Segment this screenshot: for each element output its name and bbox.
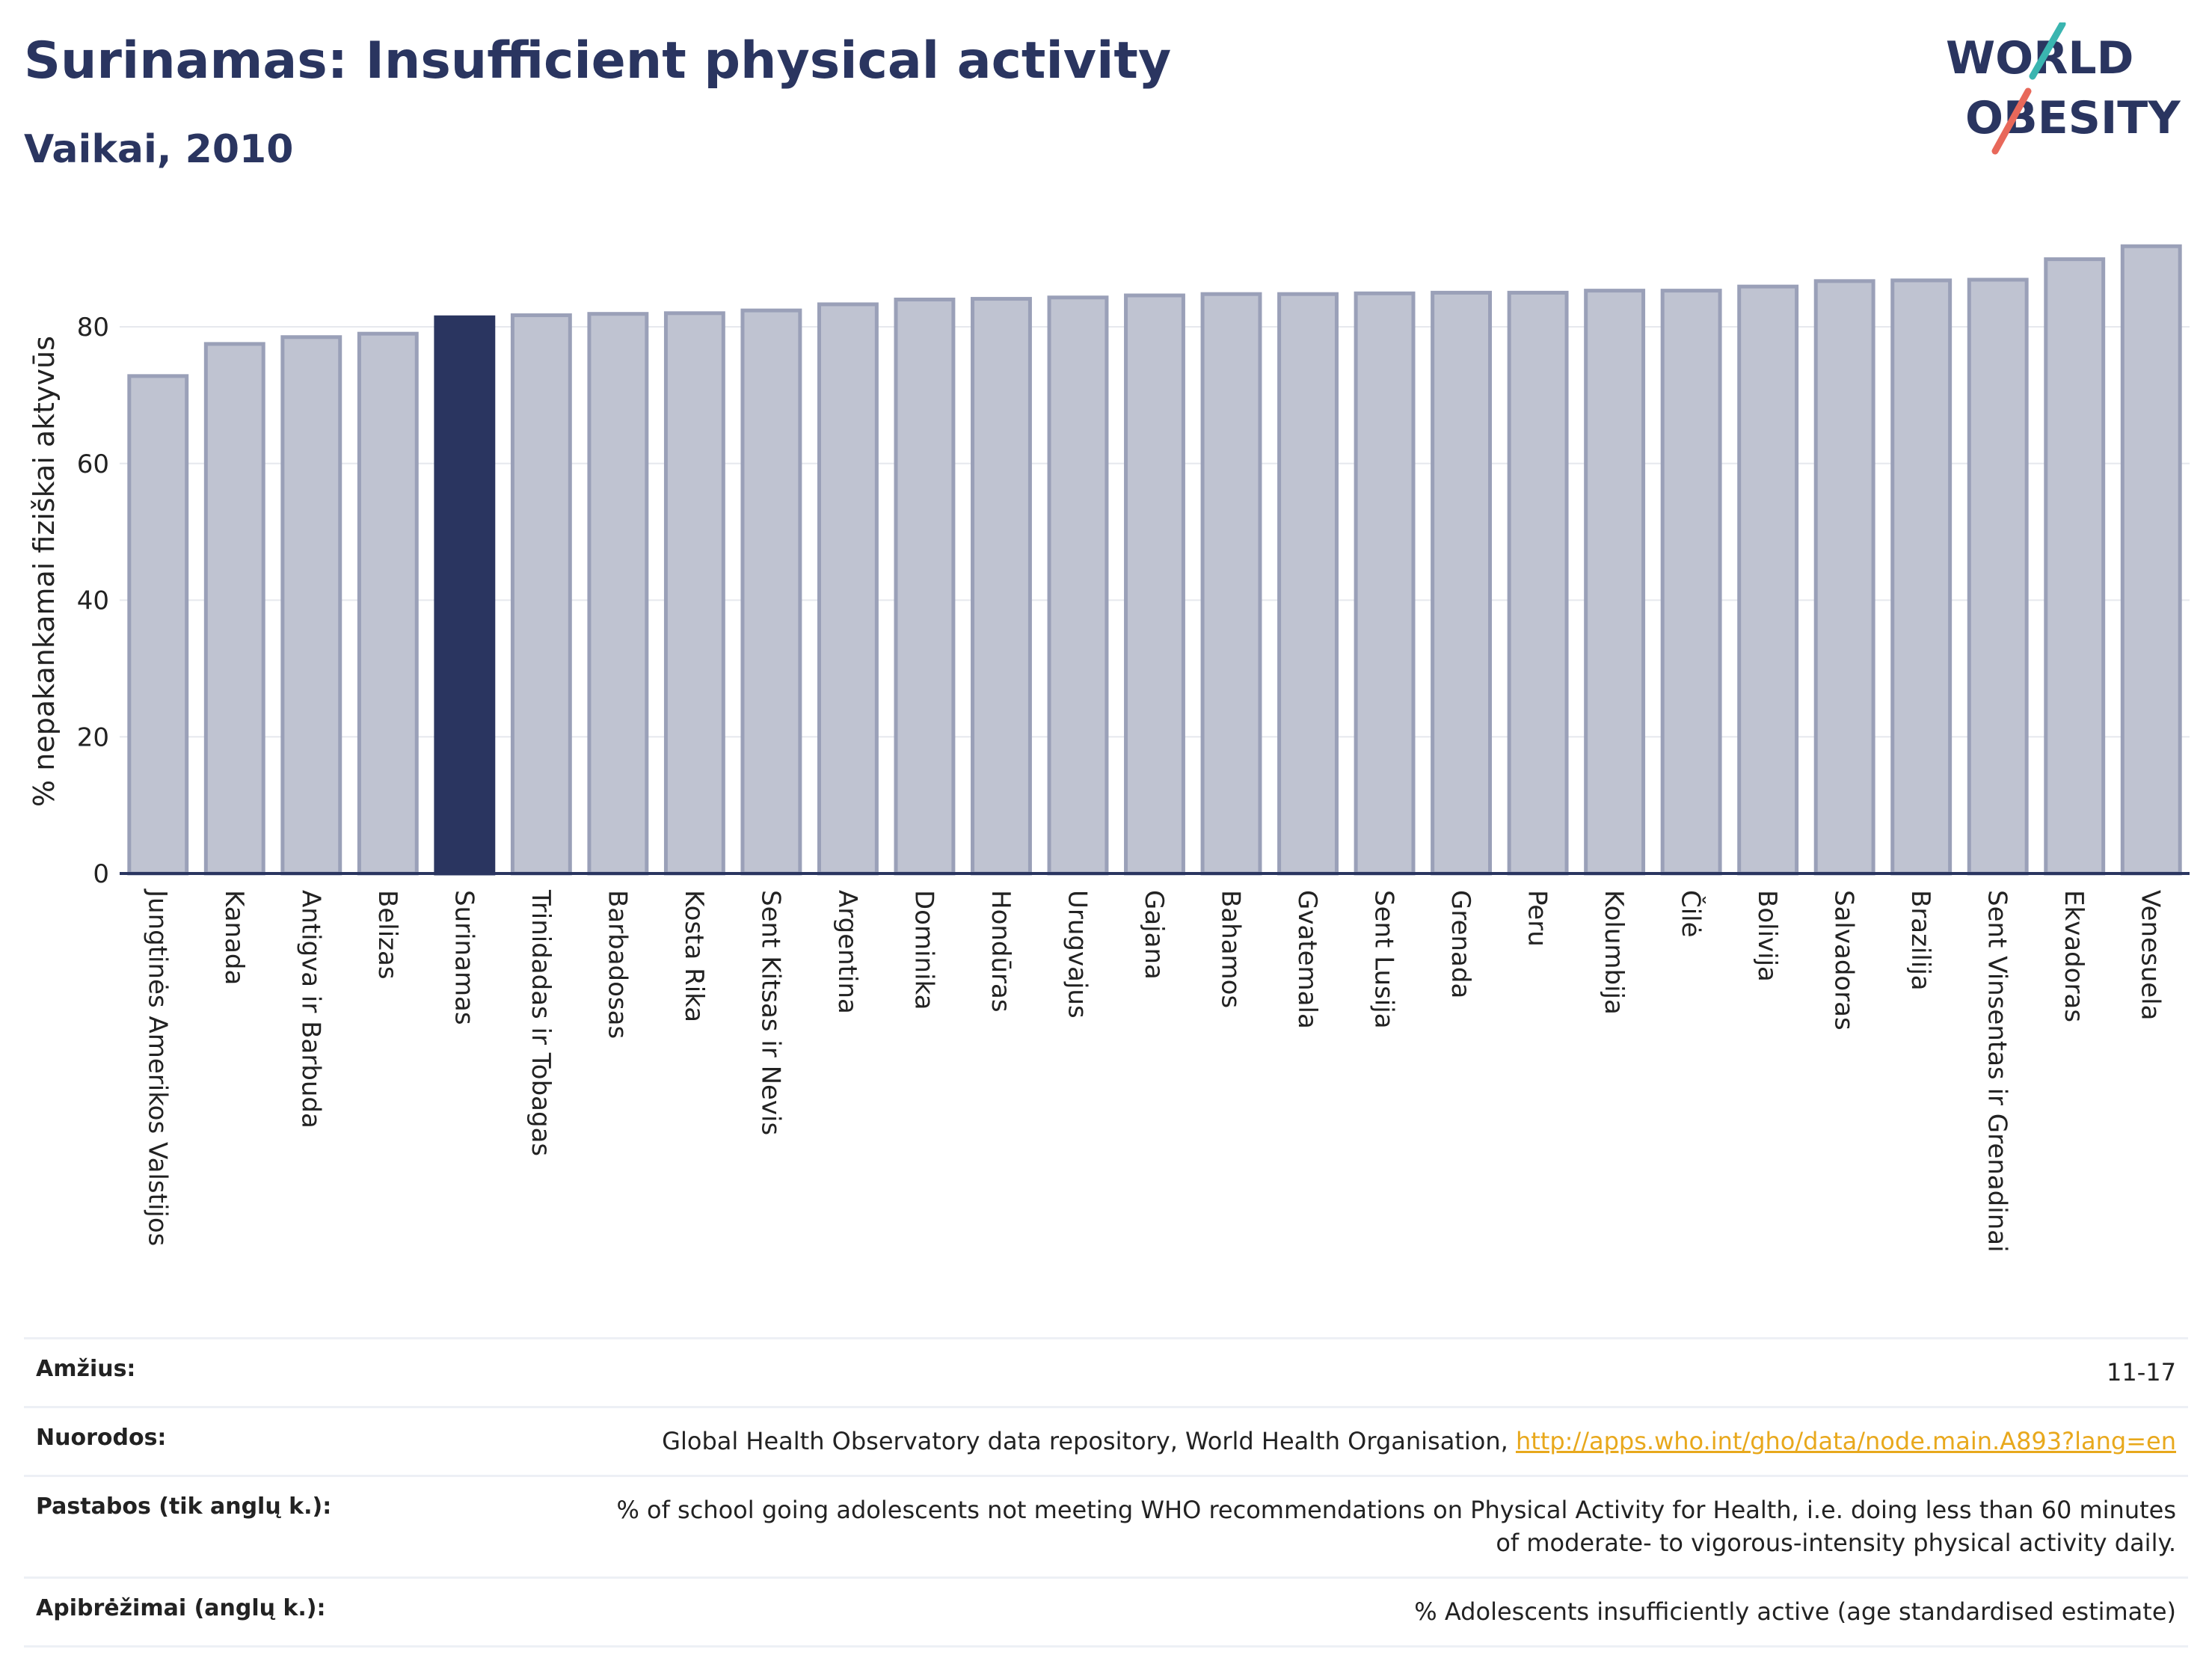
bar-7 — [663, 311, 725, 876]
bar-20 — [1660, 289, 1722, 876]
x-tick-label: Ekvadoras — [2059, 890, 2089, 1022]
x-tick-label: Sent Lusija — [1369, 890, 1399, 1029]
bar-24 — [1967, 277, 2029, 876]
x-tick-label: Urugvajus — [1062, 890, 1092, 1019]
chart-title: Surinamas: Insufficient physical activit… — [24, 31, 1172, 90]
y-axis-label: % nepakankamai fiziškai aktyvūs — [28, 336, 61, 807]
bar-10 — [894, 298, 956, 876]
metadata-table: Amžius: 11-17 Nuorodos: Global Health Ob… — [24, 1337, 2188, 1648]
bar-14 — [1200, 292, 1262, 876]
x-tick-label: Jungtinės Amerikos Valstijos — [142, 888, 172, 1246]
bar-4 — [434, 315, 496, 876]
bar-18 — [1507, 290, 1569, 876]
x-tick-label: Bolivija — [1752, 890, 1782, 982]
x-tick-label: Čilė — [1676, 890, 1706, 938]
world-obesity-logo: WORLD OBESITY — [1946, 22, 2181, 155]
x-tick-label: Argentina — [832, 890, 862, 1014]
bar-11 — [971, 297, 1032, 876]
bar-19 — [1584, 289, 1646, 876]
x-tick-label: Kosta Rika — [679, 890, 709, 1022]
x-tick-label: Dominika — [909, 890, 938, 1010]
x-tick-label: Trinidadas ir Tobagas — [526, 889, 556, 1156]
age-value: 11-17 — [2107, 1358, 2176, 1387]
x-tick-label: Gajana — [1139, 890, 1169, 980]
meta-row-definitions: Apibrėžimai (anglų k.): % Adolescents in… — [24, 1576, 2188, 1648]
x-tick-label: Brazilija — [1905, 890, 1935, 991]
meta-row-references: Nuorodos: Global Health Observatory data… — [24, 1405, 2188, 1475]
definitions-label: Apibrėžimai (anglų k.): — [36, 1595, 326, 1622]
bar-1 — [203, 342, 265, 876]
x-tick-label: Antigva ir Barbuda — [295, 890, 325, 1129]
x-tick-label: Bahamos — [1216, 890, 1246, 1008]
y-tick-label: 20 — [77, 722, 109, 752]
x-tick-label: Peru — [1523, 890, 1552, 947]
x-tick-label: Gvatemala — [1292, 890, 1322, 1029]
bar-6 — [587, 312, 649, 876]
x-tick-label: Belizas — [372, 890, 402, 980]
references-link[interactable]: http://apps.who.int/gho/data/node.main.A… — [1515, 1426, 2176, 1455]
bar-16 — [1354, 291, 1416, 876]
age-label: Amžius: — [36, 1356, 136, 1382]
y-tick-label: 60 — [77, 449, 109, 479]
x-tick-label: Venesuela — [2136, 890, 2166, 1020]
bar-9 — [817, 302, 879, 876]
meta-row-notes: Pastabos (tik anglų k.): % of school goi… — [24, 1474, 2188, 1577]
x-tick-label: Grenada — [1446, 890, 1475, 998]
bar-chart: 0 20 40 60 80 % nepakankamai fiziškai aktyvūs… — [28, 244, 2190, 1253]
bar-17 — [1431, 290, 1493, 876]
chart-subtitle: Vaikai, 2010 — [24, 127, 294, 172]
x-tick-label: Surinamas — [449, 890, 479, 1025]
bar-2 — [280, 335, 342, 876]
bar-3 — [357, 331, 419, 876]
y-tick-label: 40 — [77, 586, 109, 616]
bar-22 — [1813, 279, 1875, 876]
bar-13 — [1124, 293, 1185, 876]
bar-8 — [740, 308, 802, 876]
notes-label: Pastabos (tik anglų k.): — [36, 1493, 332, 1520]
bar-5 — [510, 313, 572, 876]
x-tick-label: Kolumbija — [1599, 890, 1629, 1015]
bar-12 — [1047, 295, 1109, 876]
y-tick-label: 80 — [77, 313, 109, 343]
bar-15 — [1277, 292, 1339, 876]
x-tick-label: Barbadosas — [602, 890, 632, 1039]
notes-value: % of school going adolescents not meetin… — [616, 1495, 2176, 1558]
definitions-value: % Adolescents insufficiently active (age… — [1414, 1597, 2176, 1627]
bar-26 — [2120, 244, 2182, 876]
bar-21 — [1737, 284, 1799, 876]
references-label: Nuorodos: — [36, 1424, 167, 1451]
bar-25 — [2044, 257, 2106, 876]
x-tick-label: Sent Kitsas ir Nevis — [755, 890, 785, 1135]
bar-23 — [1890, 278, 1953, 876]
y-tick-label: 0 — [93, 859, 109, 889]
x-tick-label: Hondūras — [986, 890, 1016, 1013]
references-text: Global Health Observatory data repositor… — [662, 1426, 1516, 1455]
x-tick-label: Salvadoras — [1829, 890, 1859, 1031]
references-value: Global Health Observatory data repositor… — [662, 1425, 2176, 1458]
x-tick-label: Sent Vinsentas ir Grenadinai — [1982, 890, 2012, 1253]
bar-0 — [127, 374, 189, 876]
x-tick-label: Kanada — [219, 890, 249, 985]
meta-row-age: Amžius: 11-17 — [24, 1337, 2188, 1406]
